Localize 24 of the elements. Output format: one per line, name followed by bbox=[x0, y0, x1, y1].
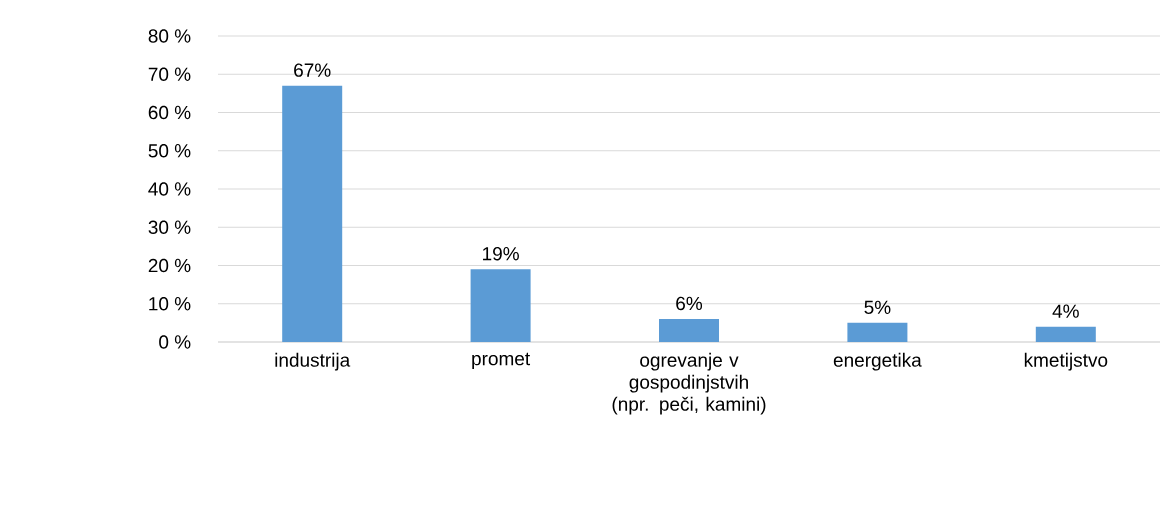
bar bbox=[659, 319, 719, 342]
data-label: 5% bbox=[864, 300, 891, 315]
x-tick-label: energetika bbox=[833, 352, 922, 371]
x-tick-label: promet bbox=[472, 352, 531, 370]
y-tick-label: 50 % bbox=[148, 144, 191, 158]
bar bbox=[847, 322, 908, 342]
data-label: 6% bbox=[676, 296, 703, 311]
y-tick-label: 70 % bbox=[148, 67, 191, 81]
y-tick-label: 30 % bbox=[148, 220, 191, 234]
data-label: 4% bbox=[1052, 304, 1079, 318]
bar bbox=[282, 85, 343, 342]
y-tick-label: 10 % bbox=[149, 297, 191, 311]
y-tick-label: 60 % bbox=[148, 105, 191, 120]
bar bbox=[1035, 326, 1096, 342]
y-tick-label: 20 % bbox=[148, 258, 191, 273]
y-tick-label: 40 % bbox=[148, 182, 191, 196]
x-tick-label: ogrevanje v gospodinjstvih (npr. peči, kamini) bbox=[612, 352, 766, 415]
data-label: 19% bbox=[483, 247, 519, 261]
bar bbox=[470, 269, 531, 342]
y-tick-label: 0 % bbox=[159, 335, 191, 349]
x-tick-label: kmetijstvo bbox=[1024, 352, 1108, 371]
x-tick-label: industrija bbox=[275, 352, 351, 371]
y-tick-label: 80 % bbox=[148, 29, 191, 43]
data-label: 67% bbox=[294, 63, 331, 77]
